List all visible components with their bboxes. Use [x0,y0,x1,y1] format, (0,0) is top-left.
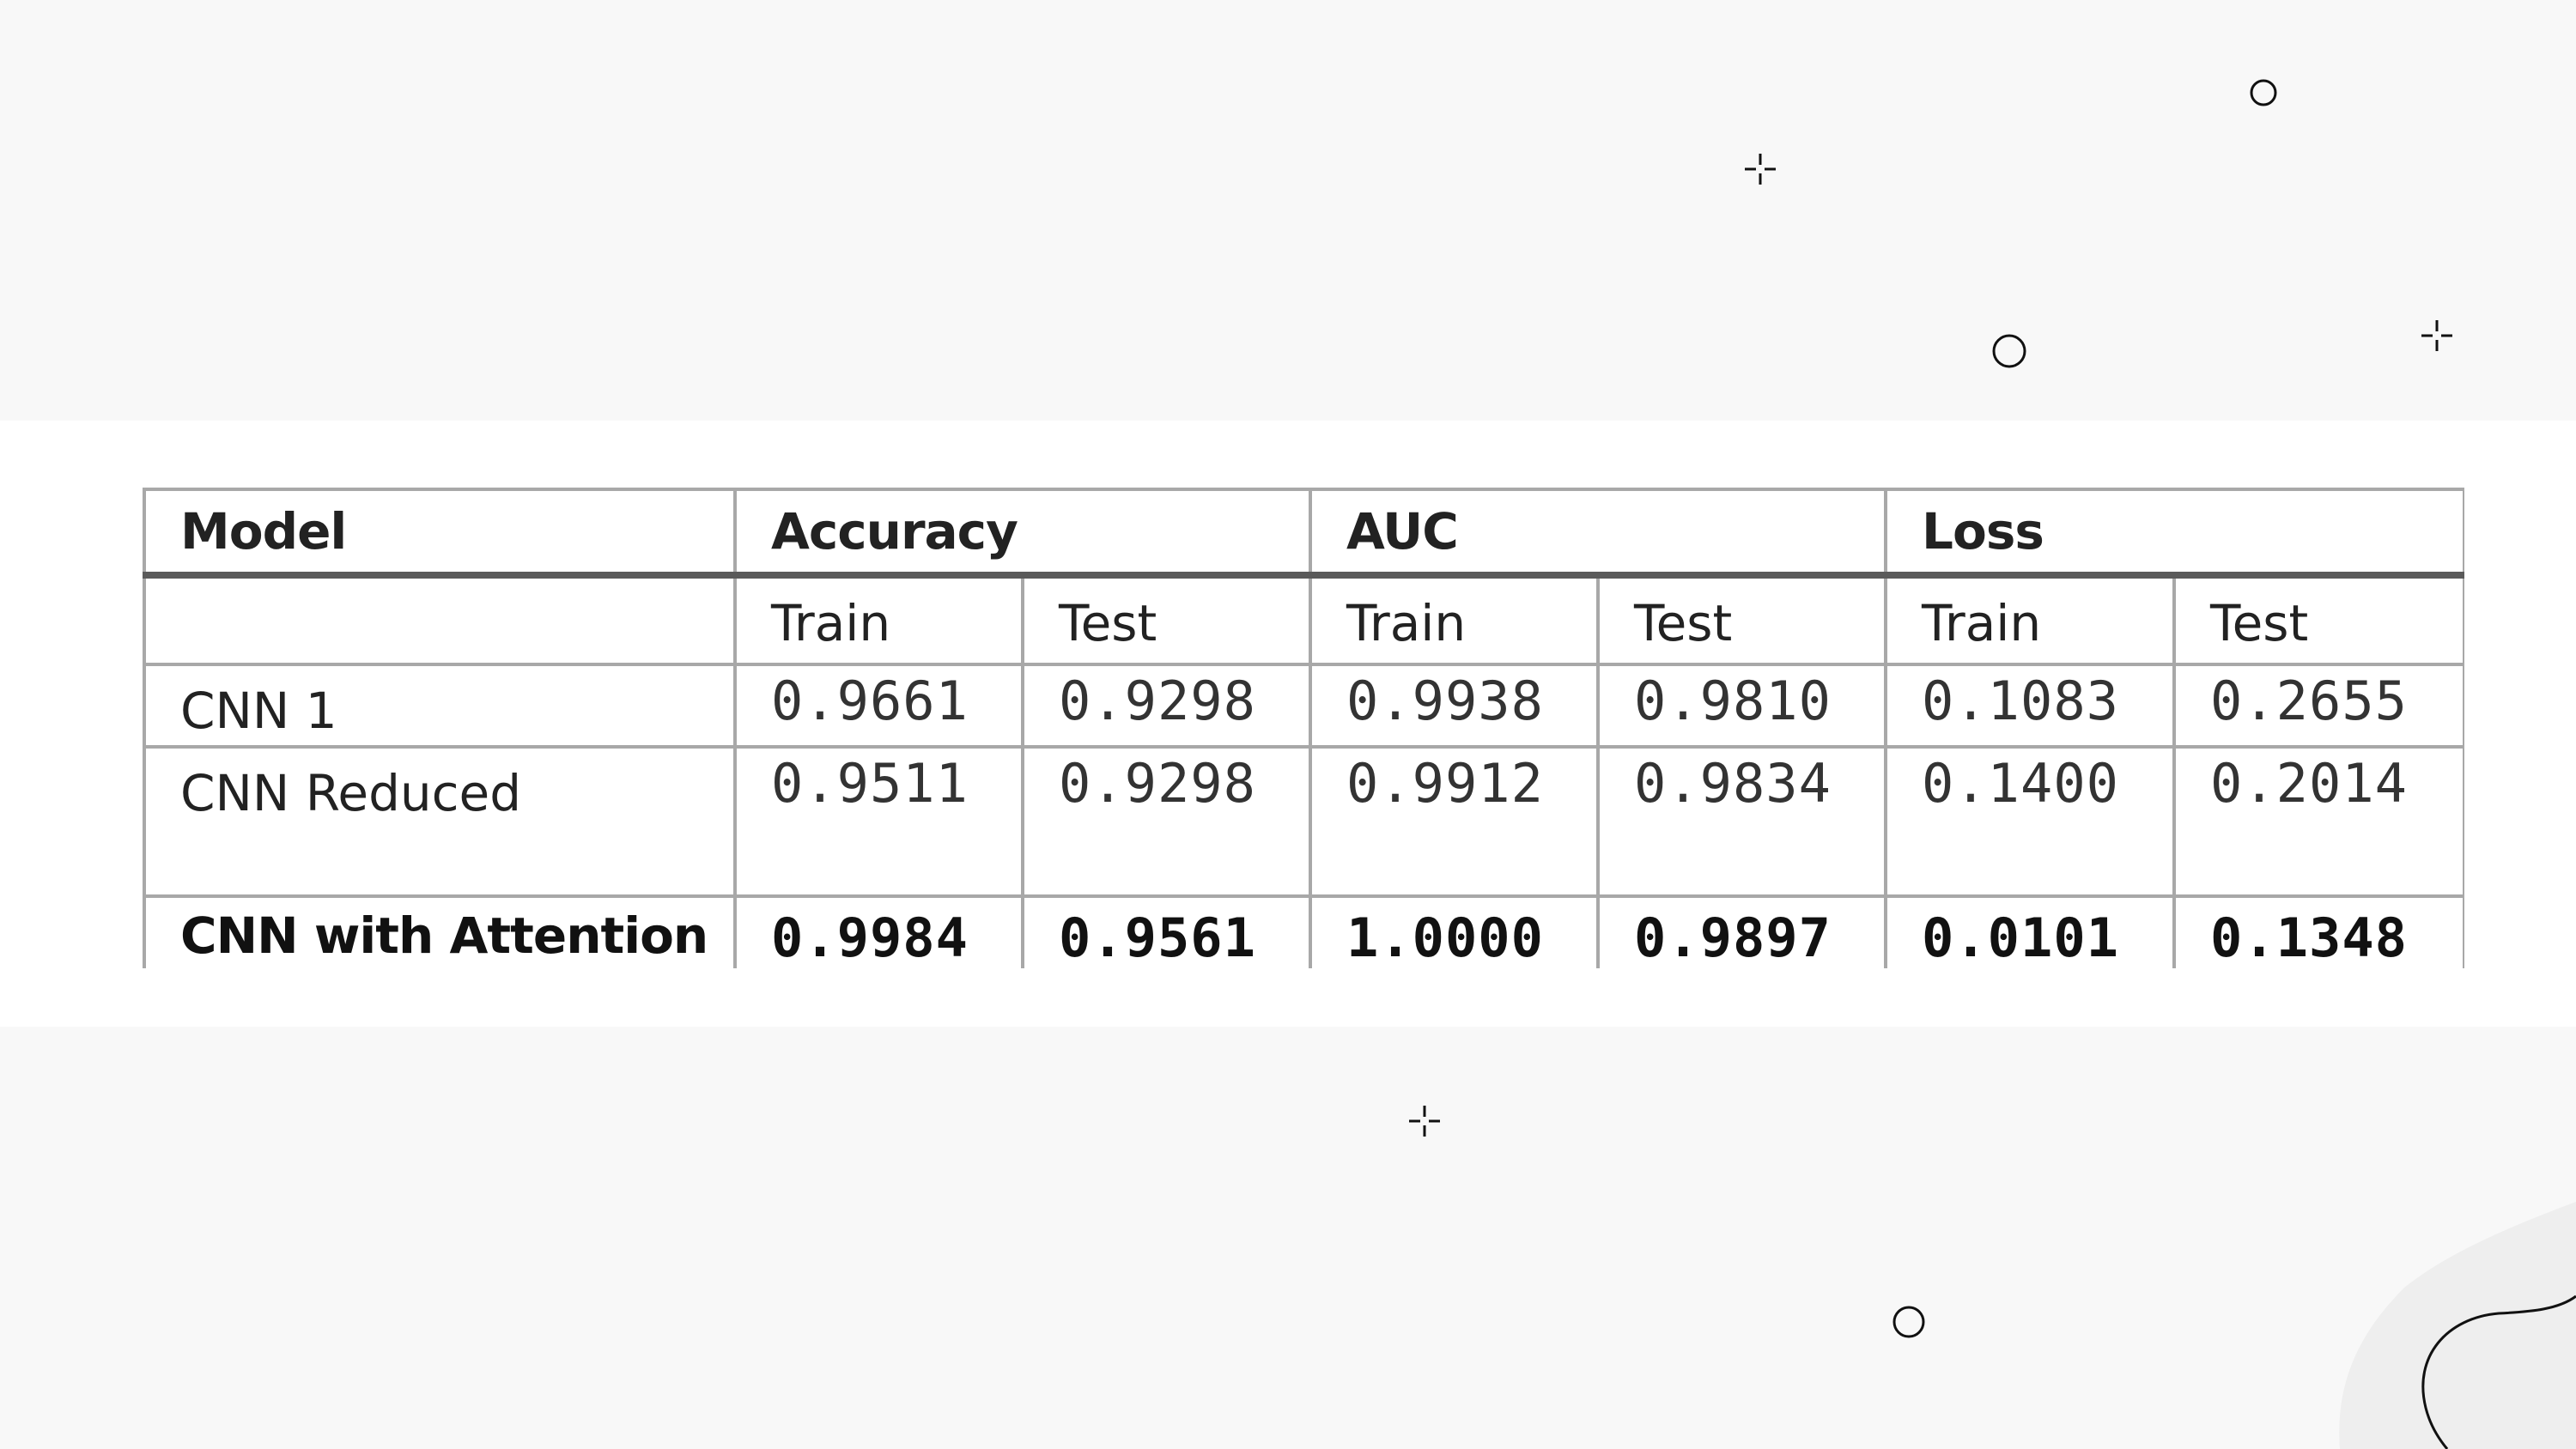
value-cell: 0.9938 [1309,663,1600,749]
sparkle-icon [2421,320,2452,351]
loss-test-value: 0.2655 [2210,670,2408,732]
circle-decoration-icon [1893,1306,1925,1338]
circle-decoration-icon [1992,334,2026,368]
subheader-auc-test: Test [1595,573,1888,666]
sparkle-icon [1745,154,1776,185]
accuracy-train-value: 0.9511 [771,752,969,815]
loss-test-value: 0.2014 [2210,752,2408,815]
value-cell: 0.9561 [1021,894,1312,968]
value-cell: 0.9912 [1309,745,1600,898]
header-loss: Loss [1884,488,2464,579]
table-row: CNN 1 0.9661 0.9298 0.9938 0.9810 0.1083… [143,663,2464,749]
model-name-cell: CNN with Attention [143,894,737,968]
header-accuracy: Accuracy [733,488,1312,579]
results-table: Model Accuracy AUC Loss Train Test Train… [143,488,2464,968]
subheader-auc-train: Train [1309,573,1600,666]
value-cell: 0.9810 [1595,663,1888,749]
model-name: CNN Reduced [180,764,522,822]
table-row: CNN Reduced 0.9511 0.9298 0.9912 0.9834 … [143,745,2464,898]
table-subheader-row: Train Test Train Test Train Test [143,573,2464,666]
value-cell: 0.9834 [1595,745,1888,898]
accuracy-train-value: 0.9984 [771,906,969,968]
accuracy-test-value: 0.9561 [1059,906,1256,968]
value-cell: 0.9984 [733,894,1024,968]
value-cell: 0.0101 [1884,894,2177,968]
value-cell: 0.9298 [1021,663,1312,749]
subheader-accuracy-test: Test [1021,573,1312,666]
value-cell: 0.9897 [1595,894,1888,968]
results-table-container: Model Accuracy AUC Loss Train Test Train… [143,488,2464,968]
value-cell: 1.0000 [1309,894,1600,968]
value-cell: 0.2655 [2172,663,2464,749]
value-cell: 0.9298 [1021,745,1312,898]
value-cell: 0.1083 [1884,663,2177,749]
table-row: CNN with Attention 0.9984 0.9561 1.0000 … [143,894,2464,968]
subheader-empty-cell [143,573,737,666]
loss-train-value: 0.0101 [1922,906,2119,968]
loss-train-value: 0.1400 [1922,752,2119,815]
subheader-loss-test: Test [2172,573,2464,666]
circle-decoration-icon [2250,79,2277,106]
header-auc: AUC [1308,488,1888,579]
auc-test-value: 0.9810 [1634,670,1832,732]
subheader-accuracy-train: Train [733,573,1024,666]
auc-train-value: 0.9938 [1346,670,1544,732]
value-cell: 0.1400 [1884,745,2177,898]
model-name: CNN with Attention [180,906,708,965]
value-cell: 0.9511 [733,745,1024,898]
table-header-row: Model Accuracy AUC Loss [143,488,2464,579]
model-name-cell: CNN Reduced [143,745,737,898]
accuracy-test-value: 0.9298 [1059,752,1256,815]
auc-train-value: 1.0000 [1346,906,1544,968]
accuracy-train-value: 0.9661 [771,670,969,732]
loss-train-value: 0.1083 [1922,670,2119,732]
sparkle-icon [1409,1106,1440,1137]
corner-curve-line [2421,1294,2576,1449]
model-name: CNN 1 [180,682,337,740]
value-cell: 0.2014 [2172,745,2464,898]
model-name-cell: CNN 1 [143,663,737,749]
header-model: Model [143,488,737,579]
auc-train-value: 0.9912 [1346,752,1544,815]
auc-test-value: 0.9834 [1634,752,1832,815]
accuracy-test-value: 0.9298 [1059,670,1256,732]
value-cell: 0.9661 [733,663,1024,749]
value-cell: 0.1348 [2172,894,2464,968]
subheader-loss-train: Train [1884,573,2177,666]
auc-test-value: 0.9897 [1634,906,1832,968]
loss-test-value: 0.1348 [2210,906,2408,968]
